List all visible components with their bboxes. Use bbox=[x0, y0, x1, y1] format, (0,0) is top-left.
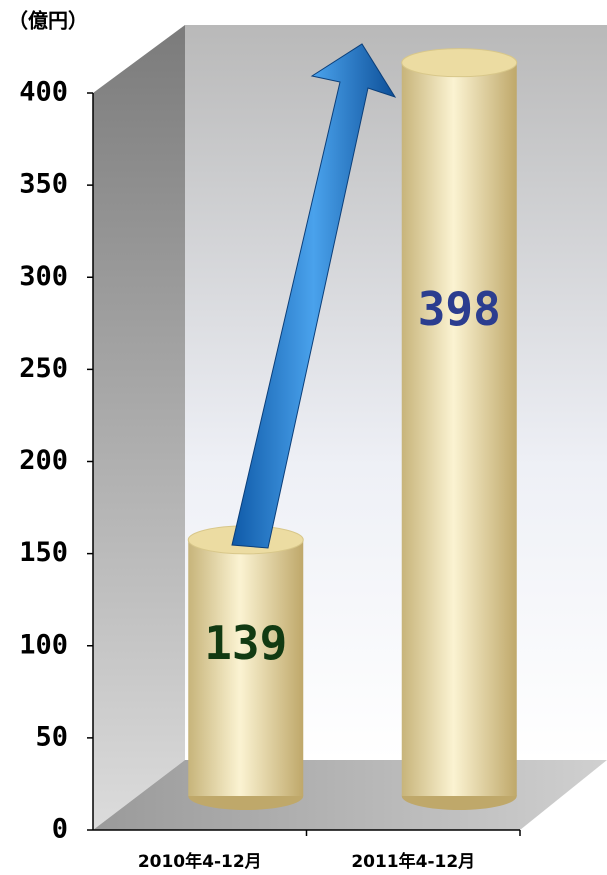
bar bbox=[401, 62, 517, 797]
y-tick-label: 0 bbox=[52, 814, 68, 845]
cylinder bbox=[401, 48, 518, 810]
y-tick-label: 400 bbox=[19, 77, 68, 108]
value-label: 139 bbox=[204, 616, 287, 670]
x-tick-label: 2011年4-12月 bbox=[351, 851, 475, 872]
y-tick-label: 100 bbox=[19, 629, 68, 660]
y-tick-label: 50 bbox=[35, 721, 68, 752]
y-tick-label: 300 bbox=[19, 261, 68, 292]
cylinder-top bbox=[401, 48, 518, 78]
growth-arrow bbox=[231, 43, 397, 549]
value-label: 398 bbox=[418, 282, 501, 336]
y-tick-label: 250 bbox=[19, 353, 68, 384]
y-tick-label: 200 bbox=[19, 445, 68, 476]
unit-label: （億円） bbox=[8, 9, 88, 33]
bar bbox=[188, 539, 304, 796]
y-tick-label: 350 bbox=[19, 169, 68, 200]
y-tick-label: 150 bbox=[19, 537, 68, 568]
side-wall bbox=[93, 25, 185, 830]
x-tick-label: 2010年4-12月 bbox=[138, 851, 262, 872]
